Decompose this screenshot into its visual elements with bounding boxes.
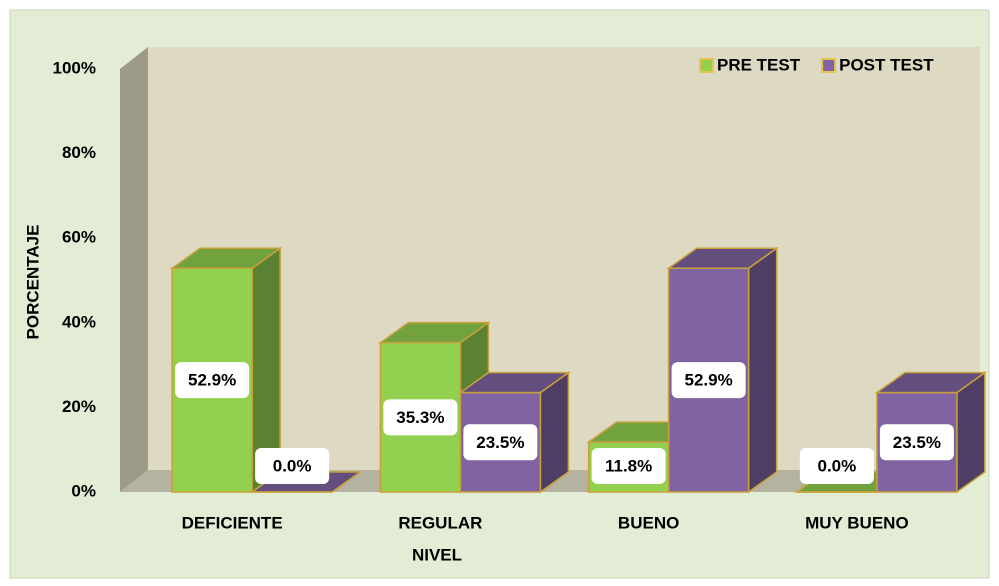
data-label-box [255,448,330,484]
data-label-box [879,424,954,461]
data-label: 0.0% [818,456,857,475]
bar-side [747,246,778,494]
legend-swatch [699,58,714,73]
x-tick-label: DEFICIENTE [182,513,283,532]
x-axis-title: NIVEL [412,545,462,564]
data-label: 23.5% [476,433,524,452]
y-tick-label: 80% [62,143,96,162]
data-label: 52.9% [188,371,236,390]
y-tick-label: 100% [53,58,96,77]
data-label: 0.0% [273,456,312,475]
data-label-box [591,448,666,484]
data-label: 35.3% [396,408,444,427]
x-tick-label: REGULAR [398,513,482,532]
x-tick-label: BUENO [618,513,679,532]
y-tick-label: 20% [62,397,96,416]
legend-label: PRE TEST [717,55,801,74]
y-tick-label: 60% [62,228,96,247]
data-label-box [463,424,538,461]
data-label-box [671,362,746,399]
data-label: 11.8% [605,456,652,475]
data-label: 23.5% [893,433,941,452]
side-wall [120,47,148,492]
data-label-box [175,362,250,399]
y-tick-label: 40% [62,312,96,331]
y-axis-title: PORCENTAJE [23,225,42,340]
legend-label: POST TEST [839,55,934,74]
data-label: 52.9% [685,371,733,390]
x-tick-label: MUY BUENO [805,513,909,532]
y-tick-label: 0% [71,481,96,500]
data-label-box [799,448,874,484]
legend-swatch [821,58,837,73]
data-label-box [383,399,458,436]
